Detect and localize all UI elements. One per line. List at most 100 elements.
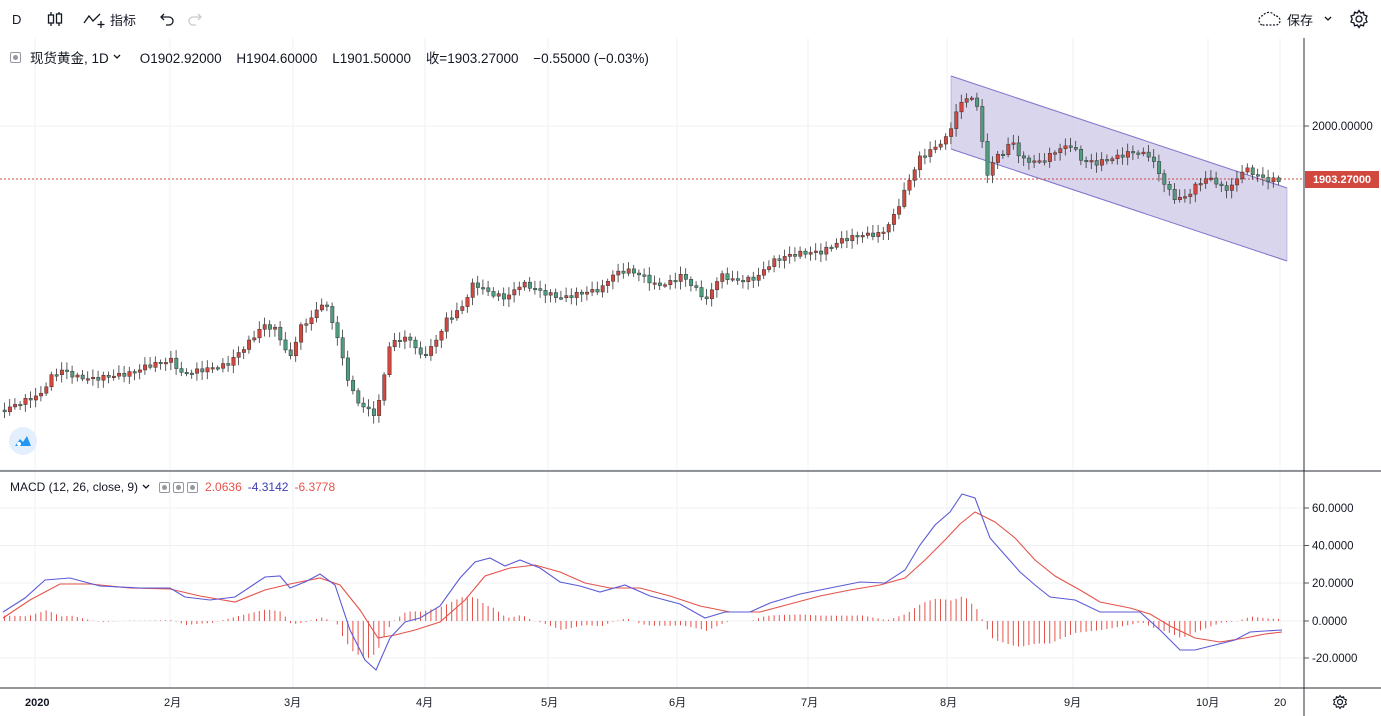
time-axis-label: 7月 (801, 697, 818, 709)
grid-lines (0, 38, 1304, 688)
candle (252, 330, 257, 343)
candle (995, 150, 1000, 170)
candle (1266, 169, 1271, 190)
candle (1198, 178, 1203, 192)
candle (980, 98, 985, 148)
candle (829, 244, 834, 252)
candle (579, 289, 584, 302)
candle (1073, 140, 1078, 152)
candle (1115, 149, 1120, 165)
candle (647, 267, 652, 291)
candles-icon[interactable] (46, 0, 64, 38)
tradingview-logo[interactable] (9, 427, 37, 455)
candle (169, 350, 174, 371)
candle (205, 360, 210, 380)
macd-axis[interactable]: 60.0000 40.0000 20.0000 0.0000 -20.0000 (1304, 503, 1357, 665)
candle (54, 368, 59, 382)
close-value: 收=1903.27000 (425, 51, 519, 66)
settings-icon[interactable] (173, 481, 185, 493)
candle (148, 357, 153, 370)
candle (1068, 137, 1073, 153)
candle (59, 362, 64, 383)
candle (652, 275, 657, 290)
candle (798, 246, 803, 260)
candle (153, 356, 158, 372)
candle (975, 92, 980, 111)
candle (517, 281, 522, 296)
undo-icon[interactable] (159, 0, 175, 38)
candle (7, 399, 12, 416)
collapse-legend-icon[interactable] (10, 51, 21, 63)
candle (1053, 150, 1058, 161)
candle (730, 270, 735, 282)
axis-settings-gear-icon[interactable] (1332, 694, 1348, 710)
candle (96, 370, 101, 389)
interval-button[interactable]: D (12, 0, 26, 38)
candle (1099, 152, 1104, 172)
candle (777, 254, 782, 268)
candle (1027, 155, 1032, 170)
candle (902, 182, 907, 209)
candle (1120, 147, 1125, 165)
gear-icon[interactable] (1349, 0, 1369, 38)
macd-pane (2, 493, 1283, 671)
candle (1016, 135, 1021, 164)
candle (179, 361, 184, 377)
time-axis-label: 4月 (416, 697, 433, 709)
remove-icon[interactable] (187, 481, 199, 493)
candle (548, 289, 553, 303)
chevron-down-icon (1324, 16, 1332, 21)
candle (907, 174, 912, 195)
candle (585, 286, 590, 301)
parallel-channel-drawing[interactable] (950, 75, 1288, 262)
candle (709, 282, 714, 307)
candle (860, 231, 865, 243)
candle (33, 387, 38, 408)
candle (247, 335, 252, 354)
candle (371, 401, 376, 424)
chevron-down-icon[interactable] (141, 482, 151, 492)
candle (39, 386, 44, 402)
redo-icon[interactable] (187, 0, 203, 38)
candle (1058, 143, 1063, 161)
chevron-down-icon[interactable] (112, 52, 122, 62)
candle (694, 281, 699, 291)
candle (1006, 137, 1011, 158)
save-button[interactable]: 保存 (1256, 0, 1333, 38)
candle (1183, 189, 1188, 203)
candle (605, 278, 610, 293)
price-axis-label: 2000.00000 (1312, 121, 1373, 133)
candle (657, 277, 662, 291)
high-value: H1904.60000 (236, 51, 318, 66)
macd-title[interactable]: MACD (12, 26, close, 9) (10, 480, 139, 494)
candle (886, 222, 891, 240)
candle (845, 230, 850, 248)
time-axis-label: 9月 (1064, 697, 1081, 709)
candle (345, 350, 350, 387)
candle (543, 283, 548, 304)
visibility-icon[interactable] (159, 481, 171, 493)
time-axis[interactable]: 2020 2月 3月 4月 5月 6月 7月 8月 9月 10月 20 (25, 697, 1286, 709)
candle (527, 276, 532, 292)
candle (1146, 144, 1151, 162)
candle (293, 336, 298, 362)
candle (954, 103, 959, 137)
price-axis[interactable]: 2000.00000 (1304, 121, 1373, 133)
macd-axis-label: 60.0000 (1312, 503, 1354, 515)
candle (1021, 151, 1026, 167)
candle (881, 227, 886, 241)
signal-line (2, 511, 1283, 643)
candle (891, 208, 896, 232)
indicators-button[interactable]: 指标 (83, 0, 136, 38)
symbol-label[interactable]: 现货黄金, 1D (30, 51, 109, 66)
candle (80, 370, 85, 382)
candle (1125, 143, 1130, 166)
candle (616, 263, 621, 283)
candle (403, 330, 408, 350)
candle (1219, 180, 1224, 192)
candle (65, 362, 70, 380)
indicators-icon (83, 13, 105, 28)
candle (538, 280, 543, 298)
candle (1271, 172, 1276, 188)
